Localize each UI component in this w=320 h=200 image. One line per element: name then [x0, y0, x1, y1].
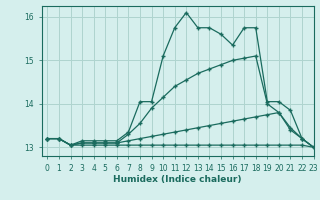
X-axis label: Humidex (Indice chaleur): Humidex (Indice chaleur) [113, 175, 242, 184]
